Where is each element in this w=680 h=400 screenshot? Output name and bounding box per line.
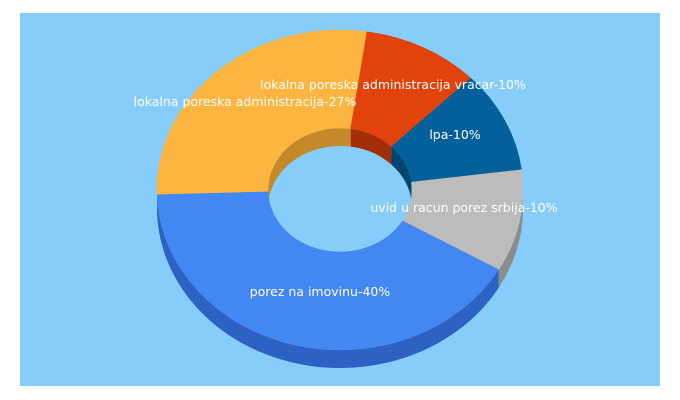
slice-label-4: uvid u racun porez srbija-10% <box>370 200 557 215</box>
slice-label-0: porez na imovinu-40% <box>250 284 391 299</box>
slice-inner-wall-1 <box>268 128 351 208</box>
chart-area: lokalna poreska administracija-27% lokaln… <box>20 13 660 386</box>
slice-label-3: lpa-10% <box>429 127 480 142</box>
slice-0[interactable] <box>156 191 500 351</box>
slice-1[interactable] <box>156 29 368 196</box>
donut-label-layer: lokalna poreska administracija-27% lokaln… <box>134 77 558 299</box>
slice-inner-wall-2 <box>350 128 392 165</box>
slice-label-2: lokalna poreska administracija vracar-10… <box>260 77 526 92</box>
donut-top-layer <box>156 29 524 351</box>
slice-label-1: lokalna poreska administracija-27% <box>134 94 357 109</box>
slice-inner-wall-3 <box>391 146 412 201</box>
slice-side-4 <box>498 190 523 288</box>
donut-chart: lokalna poreska administracija-27% lokaln… <box>134 29 558 368</box>
